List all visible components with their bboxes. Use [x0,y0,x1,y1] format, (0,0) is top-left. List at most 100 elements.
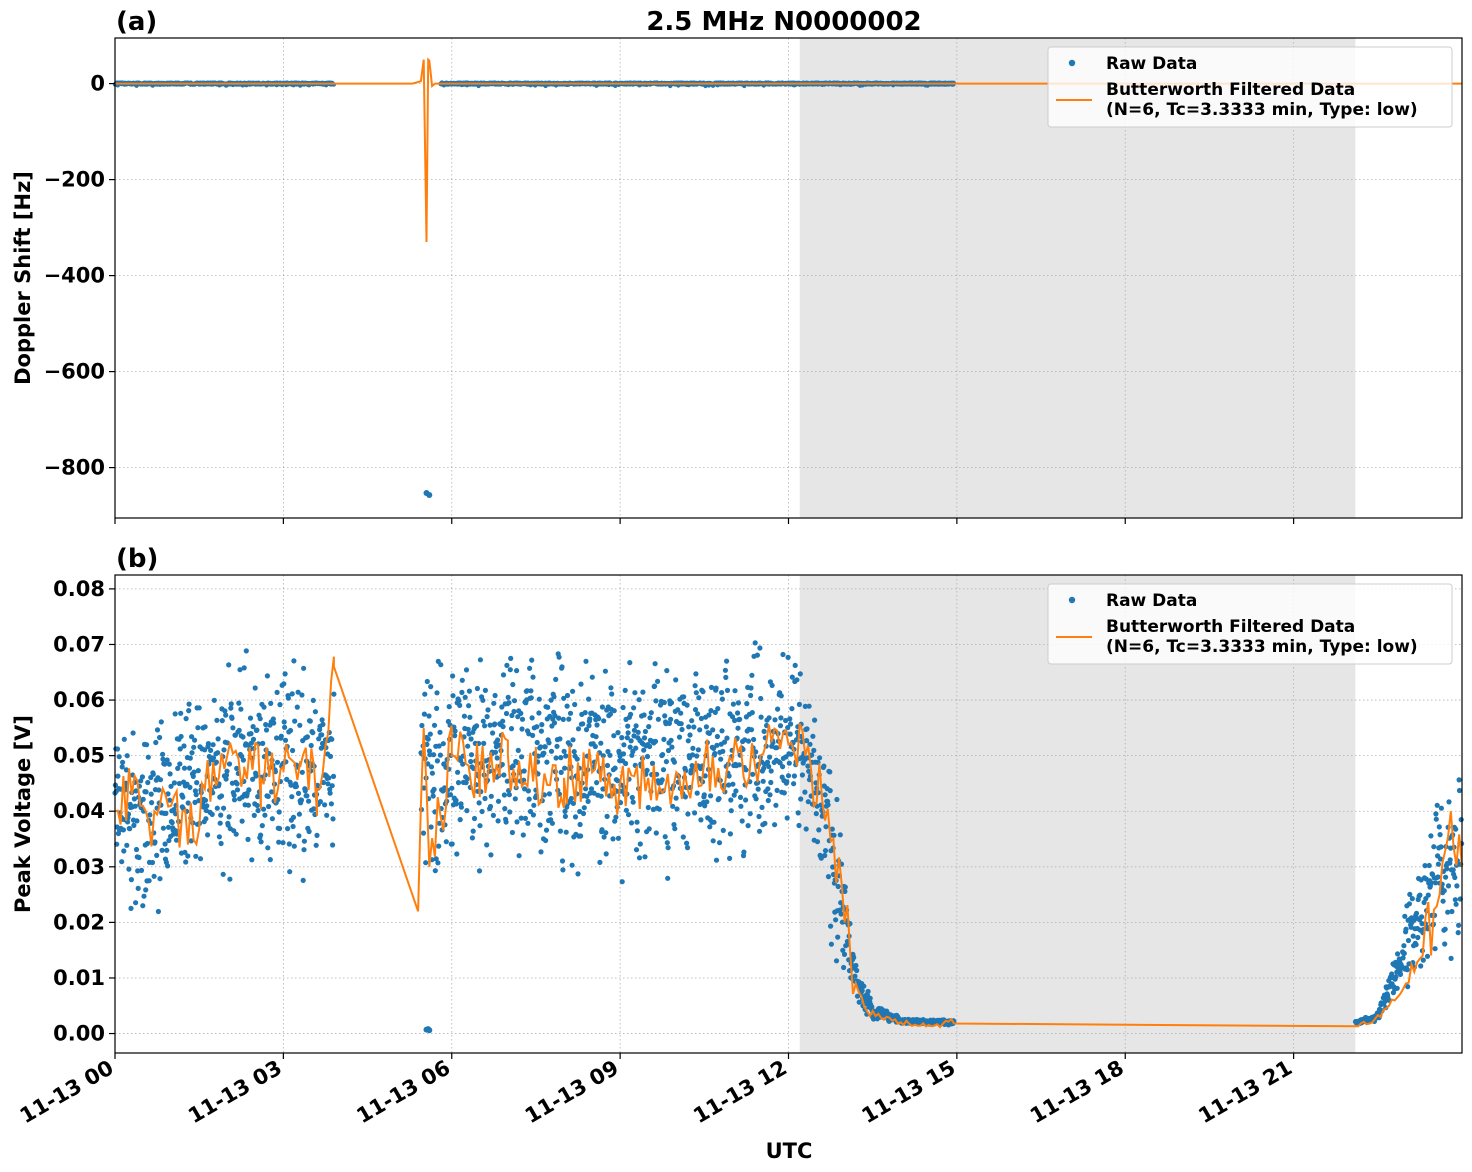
raw-data-point [261,806,267,812]
raw-data-point [234,765,240,772]
raw-data-point [712,709,718,716]
raw-data-point [274,735,280,741]
raw-data-point [327,753,334,760]
raw-data-point [152,839,158,845]
raw-data-point [240,734,246,740]
raw-data-point [189,750,195,756]
raw-data-point [519,754,525,760]
raw-data-point [238,706,244,712]
raw-data-point [263,722,269,728]
raw-data-point [804,726,810,732]
raw-data-point [307,718,313,724]
raw-data-point [490,730,496,736]
raw-data-point [208,747,214,754]
panel-b-y-ticks: 0.00 0.01 0.02 0.03 0.04 0.05 0.06 0.07 0.08 [53,577,115,1046]
raw-data-point [574,756,580,762]
raw-data-point [482,795,488,802]
raw-data-point [673,795,679,801]
raw-data-point [247,715,254,721]
raw-data-point [732,688,738,694]
raw-data-point [1453,826,1459,832]
raw-data-point [662,713,668,719]
raw-data-point [691,724,697,730]
raw-data-point [869,1004,875,1010]
raw-data-point [598,793,604,799]
raw-data-point [488,852,494,858]
raw-data-point [568,795,574,802]
raw-data-point [202,724,208,730]
raw-data-point [665,875,671,881]
raw-data-point [561,748,567,754]
raw-data-point [703,724,710,730]
raw-data-point [306,798,312,804]
raw-data-point [791,781,797,787]
raw-data-point [449,841,455,847]
y-tick-label: 0.00 [53,1022,105,1046]
raw-data-point [605,748,611,755]
raw-data-point [308,742,314,749]
raw-data-point [304,793,310,799]
raw-data-point [280,840,286,846]
raw-data-point [583,658,589,664]
raw-data-point [678,721,684,727]
raw-data-point [854,993,861,999]
raw-data-point [562,808,568,815]
raw-data-point [457,817,463,823]
raw-data-point [1415,934,1421,941]
y-tick-label: 0.02 [53,910,105,934]
raw-data-point [687,732,693,738]
raw-data-point [593,734,599,740]
raw-data-point [278,733,284,739]
raw-data-point [1405,937,1412,944]
raw-data-point [572,701,578,708]
raw-data-point [222,708,228,714]
raw-data-point [542,744,548,750]
raw-data-point [455,769,461,775]
raw-data-point [427,752,433,758]
raw-data-point [685,738,691,744]
raw-data-point [802,789,808,795]
raw-data-point [503,819,509,825]
raw-data-point [1433,811,1439,817]
raw-data-point [265,793,271,800]
raw-data-point [1409,896,1415,902]
raw-data-point [726,782,732,788]
raw-data-point [719,728,725,734]
raw-data-point [484,714,490,720]
raw-data-point [1455,930,1461,936]
raw-data-point [644,767,650,774]
raw-data-point [604,813,610,820]
raw-data-point [1443,874,1449,880]
raw-data-point [822,852,828,859]
raw-data-point [766,715,772,721]
raw-data-point [183,716,189,722]
raw-data-point [810,733,816,739]
raw-data-point [628,820,635,826]
raw-data-point [599,704,606,710]
raw-data-point [583,786,589,792]
raw-data-point [277,702,283,708]
raw-data-point [330,773,337,780]
raw-data-point [831,832,837,838]
x-tick-label: 11-13 06 [352,1056,454,1129]
raw-data-point [778,715,784,721]
raw-data-point [504,778,510,784]
raw-data-point [735,700,742,706]
raw-data-point [251,812,257,819]
raw-data-point [431,786,437,793]
raw-data-point [660,767,667,773]
raw-data-point [713,685,719,691]
raw-data-point [794,677,800,683]
raw-data-point [580,810,587,817]
raw-data-point [424,741,430,748]
raw-data-point [434,758,440,764]
raw-data-point [326,775,332,781]
raw-data-point [167,771,173,777]
raw-data-point [788,721,794,727]
x-tick-label: 11-13 00 [16,1056,118,1129]
raw-data-point [660,752,666,758]
raw-data-point [476,800,482,806]
panel-a: (a) 0 −200 −400 −600 −800 Doppler Shift [Hz]… [11,7,1463,524]
raw-data-point [833,958,840,964]
